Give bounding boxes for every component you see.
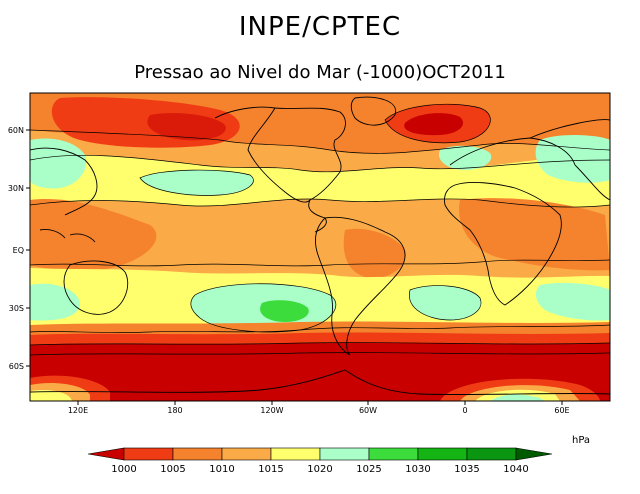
colorbar-level-label: 1010	[209, 464, 234, 475]
colorbar-segment	[515, 447, 553, 461]
y-tick-label: 60S	[9, 362, 24, 371]
colorbar-segment	[87, 447, 125, 461]
y-tick-label: EQ	[13, 246, 24, 255]
colorbar-level-label: 1035	[454, 464, 479, 475]
colorbar-level-label: 1040	[503, 464, 528, 475]
colorbar-unit: hPa	[572, 435, 590, 446]
colorbar-segment	[123, 447, 174, 461]
colorbar-segment	[319, 447, 370, 461]
x-tick-label: 60E	[554, 406, 569, 415]
x-tick-label: 120E	[68, 406, 88, 415]
colorbar-level-label: 1000	[111, 464, 136, 475]
colorbar-segment	[270, 447, 321, 461]
coastlines	[30, 96, 610, 396]
x-tick-label: 60W	[359, 406, 377, 415]
colorbar-segment	[221, 447, 272, 461]
pressure-field	[30, 93, 610, 401]
colorbar-level-label: 1030	[405, 464, 430, 475]
axis-ticks	[26, 129, 563, 405]
colorbar-level-label: 1015	[258, 464, 283, 475]
y-tick-label: 30S	[9, 304, 24, 313]
x-tick-label: 180	[167, 406, 182, 415]
x-tick-label: 0	[462, 406, 467, 415]
map-frame	[29, 92, 611, 402]
colorbar-level-label: 1005	[160, 464, 185, 475]
colorbar-level-label: 1020	[307, 464, 332, 475]
chart-subtitle: Pressao ao Nivel do Mar (-1000)OCT2011	[134, 62, 506, 83]
colorbar: 1000 1005 1010 1015 1020 1025 1030 1035 1040	[87, 447, 553, 475]
y-tick-label: 30N	[8, 184, 24, 193]
colorbar-level-label: 1025	[356, 464, 381, 475]
colorbar-segment	[368, 447, 419, 461]
y-tick-label: 60N	[8, 126, 24, 135]
colorbar-segment	[172, 447, 223, 461]
x-tick-label: 120W	[260, 406, 283, 415]
chart-title: INPE/CPTEC	[238, 12, 402, 42]
colorbar-segment	[466, 447, 517, 461]
colorbar-segment	[417, 447, 468, 461]
